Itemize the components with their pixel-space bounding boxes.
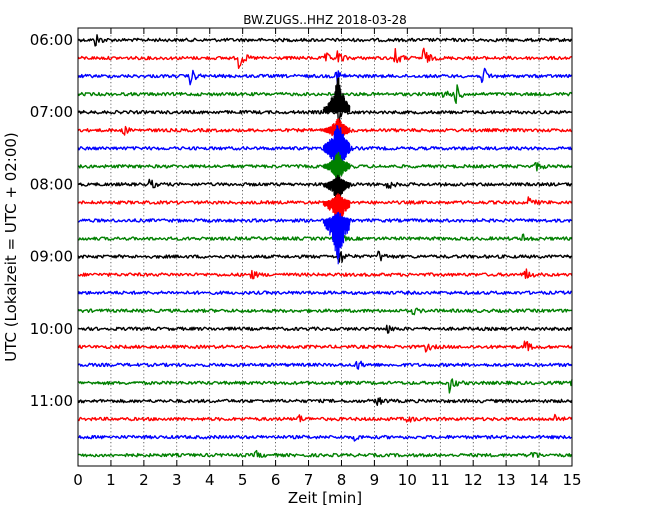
seismic-trace-0745	[77, 157, 573, 182]
seismic-trace-0900	[77, 250, 572, 263]
seismic-trace-0645	[77, 84, 573, 105]
x-tick-label: 3	[172, 471, 182, 489]
quake-burst-0800	[322, 174, 351, 202]
seismic-trace-1130	[77, 434, 573, 442]
y-tick-label: 10:00	[30, 320, 73, 338]
x-axis-label: Zeit [min]	[288, 489, 362, 507]
x-tick-label: 12	[464, 471, 483, 489]
x-tick-label: 8	[337, 471, 347, 489]
y-axis-label: UTC (Lokalzeit = UTC + 02:00)	[2, 132, 20, 362]
seismic-trace-0615	[77, 47, 573, 70]
seismic-trace-0600	[77, 34, 573, 47]
y-tick-label: 08:00	[30, 175, 73, 193]
plot-frame	[77, 27, 573, 467]
seismic-trace-1115	[77, 413, 573, 423]
y-tick-label: 06:00	[30, 31, 73, 49]
seismic-trace-0915	[77, 268, 573, 280]
seismic-trace-0715	[77, 122, 573, 144]
seismic-trace-0930	[77, 290, 573, 295]
x-tick-label: 4	[205, 471, 215, 489]
seismic-trace-0700	[77, 101, 573, 124]
x-tick-label: 1	[106, 471, 116, 489]
seismic-trace-1030	[77, 360, 573, 370]
x-tick-label: 10	[398, 471, 417, 489]
seismic-trace-1145	[77, 449, 573, 458]
x-tick-label: 7	[304, 471, 314, 489]
seismic-trace-1000	[77, 324, 573, 334]
x-tick-label: 14	[530, 471, 549, 489]
x-tick-label: 0	[73, 471, 83, 489]
seismic-trace-1045	[77, 378, 573, 394]
quake-burst-0815	[322, 193, 351, 229]
axis-ticks: 0 1 2 3 4 5 6 7 8 9 10 11 12 13 14 1506:0007:0008:0009:…	[30, 28, 582, 489]
quake-burst-0700	[322, 77, 351, 113]
y-tick-label: 09:00	[30, 248, 73, 266]
x-tick-label: 13	[497, 471, 516, 489]
quake-burst-0830	[322, 211, 351, 265]
x-tick-label: 11	[431, 471, 450, 489]
x-tick-label: 15	[562, 471, 581, 489]
seismic-trace-1015	[77, 340, 573, 353]
quake-burst-0745	[322, 151, 351, 180]
x-tick-label: 6	[271, 471, 281, 489]
seismic-trace-1100	[77, 397, 573, 406]
y-tick-label: 07:00	[30, 103, 73, 121]
y-tick-label: 11:00	[30, 392, 73, 410]
x-tick-label: 2	[139, 471, 149, 489]
chart-title: BW.ZUGS..HHZ 2018-03-28	[243, 13, 406, 27]
seismic-trace-0845	[77, 229, 573, 244]
x-tick-label: 9	[370, 471, 380, 489]
seismic-trace-0630	[77, 67, 573, 86]
seismic-trace-0945	[77, 307, 573, 316]
quake-burst-0715	[322, 118, 351, 142]
quake-burst-0730	[322, 124, 351, 174]
seismic-traces	[77, 34, 573, 458]
x-tick-label: 5	[238, 471, 248, 489]
